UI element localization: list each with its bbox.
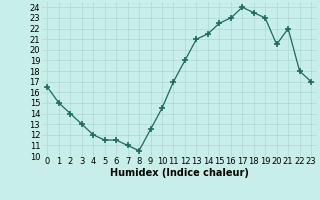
X-axis label: Humidex (Indice chaleur): Humidex (Indice chaleur)	[110, 168, 249, 178]
